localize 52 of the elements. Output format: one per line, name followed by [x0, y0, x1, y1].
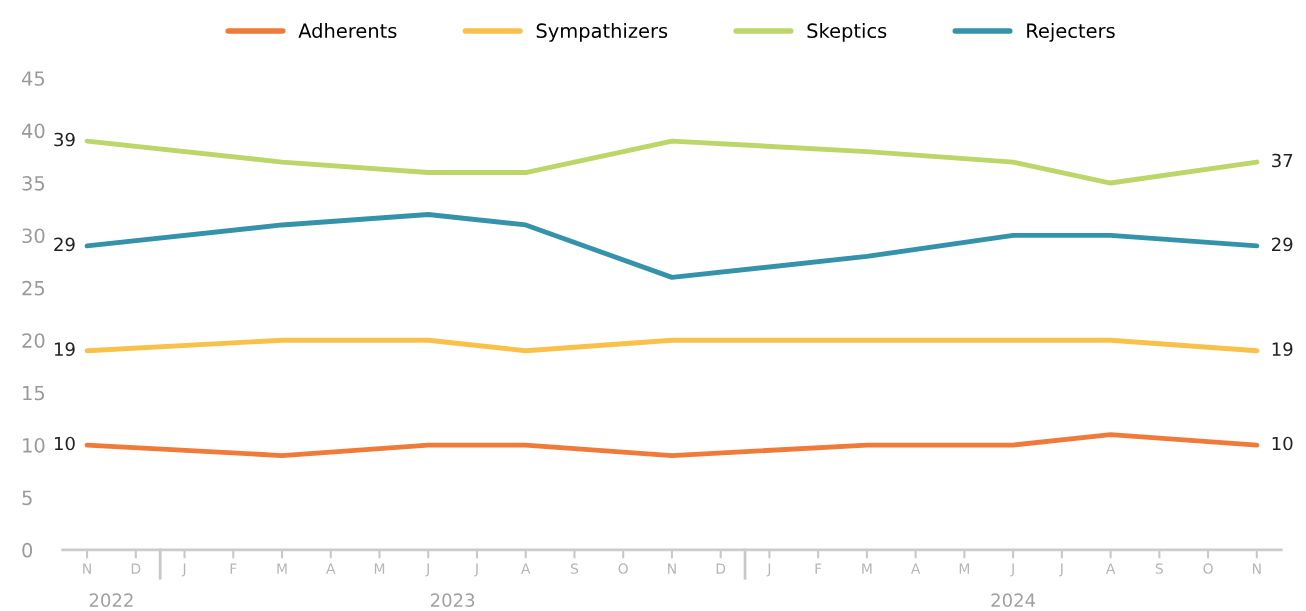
- y-tick-label: 35: [22, 175, 45, 191]
- x-tick-label: N: [1252, 563, 1261, 574]
- x-tick-label: N: [83, 563, 91, 574]
- x-tick-label: D: [131, 563, 141, 574]
- x-tick-label: M: [277, 563, 287, 574]
- x-tick-label: M: [959, 563, 970, 574]
- y-tick-label: 10: [23, 438, 45, 453]
- legend-label: Adherents: [298, 23, 397, 39]
- y-tick-label: 30: [22, 228, 45, 244]
- x-tick-label: S: [570, 563, 579, 574]
- x-tick-label: J: [766, 563, 771, 577]
- legend-label: Sympathizers: [536, 23, 668, 42]
- x-tick-label: A: [521, 563, 531, 574]
- y-tick-label: 25: [22, 280, 45, 296]
- x-tick-label: F: [815, 563, 822, 574]
- x-tick-label: A: [326, 563, 336, 574]
- data-label: 29: [1272, 237, 1293, 252]
- x-tick-label: N: [668, 563, 676, 574]
- x-tick-label: A: [910, 563, 921, 574]
- x-tick-label: F: [230, 563, 237, 574]
- x-tick-label: J: [1010, 563, 1014, 577]
- text: 2023: [430, 593, 475, 608]
- x-tick-label: S: [1155, 563, 1163, 574]
- data-label: 19: [54, 342, 75, 356]
- data-label: 10: [1272, 436, 1293, 451]
- x-tick-label: J: [181, 563, 186, 577]
- x-tick-label: D: [716, 563, 726, 574]
- legend-label: Rejecters: [1027, 23, 1115, 42]
- line-series: [84, 138, 1260, 186]
- line-series: [84, 212, 1260, 280]
- data-label: 29: [54, 237, 75, 252]
- y-tick-label: 0: [22, 542, 33, 558]
- x-tick-label: A: [1105, 563, 1116, 574]
- data-label: 37: [1272, 153, 1293, 168]
- x-tick-label: M: [374, 563, 385, 574]
- y-tick-label: 45: [21, 71, 45, 86]
- y-tick-label: 5: [22, 490, 32, 506]
- x-tick-label: J: [474, 563, 478, 577]
- x-tick-label: O: [1203, 563, 1213, 574]
- y-tick-label: 15: [23, 385, 45, 401]
- x-tick-label: O: [618, 563, 628, 574]
- x-tick-label: J: [1059, 563, 1063, 577]
- y-tick-label: 40: [21, 123, 45, 139]
- x-tick-label: M: [862, 563, 872, 574]
- y-tick-label: 20: [22, 333, 45, 348]
- text: 2024: [991, 593, 1036, 608]
- data-label: 10: [54, 436, 75, 451]
- legend-label: Skeptics: [807, 23, 887, 42]
- text: 2022: [89, 593, 133, 608]
- x-tick-label: J: [425, 563, 429, 577]
- data-label: 39: [54, 132, 75, 147]
- data-label: 19: [1272, 342, 1293, 356]
